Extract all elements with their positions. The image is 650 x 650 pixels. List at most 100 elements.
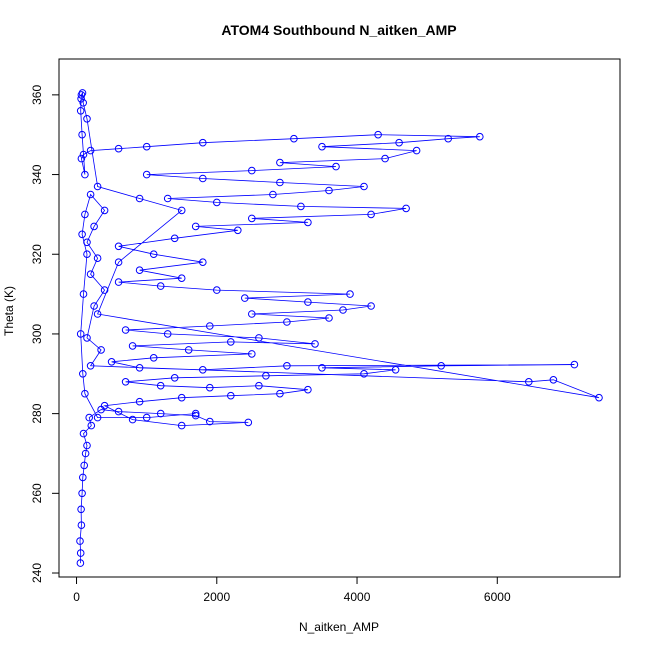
x-tick-label: 2000 bbox=[203, 590, 230, 604]
data-point bbox=[325, 186, 333, 195]
data-point bbox=[227, 338, 235, 346]
data-point bbox=[346, 290, 354, 298]
data-point bbox=[80, 461, 88, 470]
data-point bbox=[121, 326, 130, 334]
data-point bbox=[304, 218, 312, 227]
data-point bbox=[248, 350, 256, 358]
data-point bbox=[170, 234, 179, 243]
data-point bbox=[142, 170, 151, 179]
data-point bbox=[206, 417, 214, 426]
data-point bbox=[248, 214, 256, 223]
data-point bbox=[79, 473, 87, 482]
x-axis-label: N_aitken_AMP bbox=[299, 620, 379, 634]
data-point bbox=[156, 282, 165, 290]
data-point bbox=[476, 132, 484, 141]
data-point bbox=[79, 99, 87, 107]
data-point bbox=[444, 134, 453, 143]
data-point bbox=[191, 411, 200, 420]
data-point bbox=[283, 362, 291, 370]
data-point bbox=[304, 298, 312, 306]
data-point bbox=[332, 162, 340, 171]
data-point bbox=[86, 190, 95, 199]
data-point bbox=[100, 401, 109, 410]
data-point bbox=[76, 330, 85, 338]
data-point bbox=[97, 346, 105, 354]
data-point bbox=[114, 407, 123, 416]
data-point bbox=[135, 194, 144, 203]
data-point bbox=[142, 413, 151, 422]
data-point bbox=[114, 258, 123, 267]
data-point bbox=[402, 204, 410, 213]
data-point bbox=[199, 366, 207, 374]
data-point bbox=[81, 449, 90, 458]
data-point bbox=[79, 290, 88, 298]
data-point bbox=[199, 138, 207, 147]
data-point bbox=[241, 294, 249, 302]
data-point bbox=[269, 190, 277, 199]
data-point bbox=[206, 383, 214, 392]
data-point bbox=[86, 146, 95, 155]
data-point bbox=[149, 354, 158, 362]
data-point bbox=[177, 206, 186, 215]
data-point bbox=[76, 537, 84, 545]
y-tick-label: 280 bbox=[30, 403, 44, 423]
data-point bbox=[297, 202, 305, 211]
data-point bbox=[93, 254, 102, 263]
data-point bbox=[177, 421, 186, 430]
data-point bbox=[311, 340, 319, 348]
data-point bbox=[184, 346, 193, 354]
data-point bbox=[83, 334, 91, 342]
data-point bbox=[86, 270, 95, 279]
data-point bbox=[76, 107, 85, 115]
data-point bbox=[79, 429, 88, 438]
y-tick-label: 320 bbox=[30, 244, 44, 264]
y-tick-label: 260 bbox=[30, 483, 44, 503]
data-point bbox=[367, 302, 375, 310]
data-point bbox=[248, 310, 256, 318]
data-point bbox=[83, 238, 91, 247]
data-point bbox=[85, 413, 93, 422]
data-point bbox=[83, 250, 91, 258]
data-point bbox=[90, 302, 98, 310]
data-point bbox=[318, 364, 326, 372]
plot-area bbox=[76, 89, 603, 567]
data-point bbox=[395, 138, 403, 147]
data-point bbox=[128, 415, 137, 424]
x-tick-label: 6000 bbox=[484, 590, 511, 604]
data-point bbox=[79, 150, 88, 159]
data-point bbox=[381, 154, 389, 163]
data-point bbox=[135, 397, 144, 406]
data-point bbox=[135, 364, 144, 372]
data-point bbox=[100, 286, 109, 294]
data-point bbox=[78, 489, 86, 498]
data-point bbox=[255, 334, 263, 342]
data-point bbox=[78, 89, 87, 97]
x-tick-label: 4000 bbox=[344, 590, 371, 604]
data-point bbox=[206, 322, 214, 330]
data-point bbox=[570, 360, 579, 369]
y-tick-label: 300 bbox=[30, 324, 44, 344]
data-point bbox=[213, 198, 221, 207]
data-point bbox=[79, 370, 87, 378]
y-axis-label: Theta (K) bbox=[2, 286, 16, 336]
data-point bbox=[135, 266, 144, 275]
data-point bbox=[248, 166, 256, 175]
data-point bbox=[81, 170, 89, 179]
data-point bbox=[100, 206, 109, 215]
data-point bbox=[255, 381, 263, 390]
data-point bbox=[177, 274, 186, 283]
data-point bbox=[227, 391, 235, 400]
data-point bbox=[360, 182, 368, 191]
data-point bbox=[93, 413, 102, 422]
data-point bbox=[121, 378, 130, 386]
data-point bbox=[78, 130, 86, 139]
data-point bbox=[107, 358, 116, 366]
data-point bbox=[244, 418, 253, 427]
data-point bbox=[77, 505, 85, 514]
data-point bbox=[234, 226, 242, 235]
chart-title: ATOM4 Southbound N_aitken_AMP bbox=[221, 22, 456, 38]
data-point bbox=[86, 362, 95, 370]
data-point bbox=[391, 366, 400, 374]
y-tick-label: 340 bbox=[30, 164, 44, 184]
data-point bbox=[367, 210, 375, 219]
